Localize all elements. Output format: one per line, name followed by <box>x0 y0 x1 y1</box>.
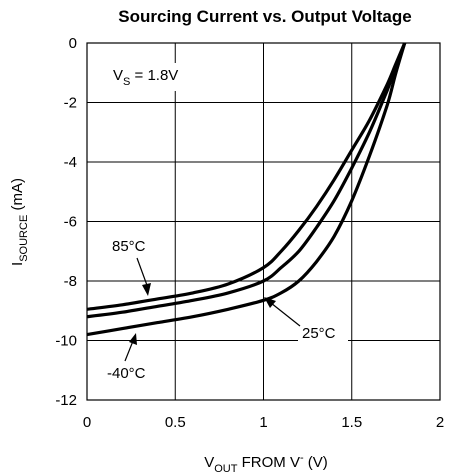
label-25c-text: 25°C <box>302 325 336 342</box>
series-line <box>86 42 407 311</box>
arrowhead-85c <box>142 283 151 296</box>
x-tick-label: 1.5 <box>341 414 362 431</box>
x-tick-labels: 0 0.5 1 1.5 2 <box>83 414 444 431</box>
arrow-25c <box>270 302 301 327</box>
x-tick-label: 2 <box>436 414 444 431</box>
x-tick-label: 0 <box>83 414 91 431</box>
vs-annotation-box <box>106 63 202 91</box>
arrow-85c <box>136 257 149 289</box>
y-tick-label: 0 <box>69 35 77 52</box>
vs-annotation: VS = 1.8V <box>106 63 202 91</box>
arrow-40c <box>124 340 134 362</box>
chart-title: Sourcing Current vs. Output Voltage <box>118 7 411 26</box>
y-tick-label: -4 <box>64 154 77 171</box>
y-axis-label: ISOURCE (mA) <box>9 178 30 266</box>
y-tick-label: -8 <box>64 273 77 290</box>
x-tick-label: 1 <box>259 414 267 431</box>
label-85c-text: 85°C <box>112 238 146 255</box>
y-tick-label: -2 <box>64 95 77 112</box>
y-tick-label: -12 <box>55 392 77 409</box>
plot-frame <box>86 42 441 401</box>
label-25c-box <box>298 321 348 343</box>
label-85c-box <box>108 234 160 256</box>
label-40c-box <box>103 361 157 383</box>
y-tick-label: -6 <box>64 214 77 231</box>
gridlines <box>86 42 441 401</box>
y-tick-label: -10 <box>55 333 77 350</box>
arrowhead-40c <box>129 333 137 345</box>
vs-annotation-text: VS = 1.8V <box>113 67 178 88</box>
x-tick-label: 0.5 <box>165 414 186 431</box>
arrowhead-25c <box>264 297 276 308</box>
label-40c-text: -40°C <box>107 365 146 382</box>
x-axis-label: VOUT FROM V- (V) <box>204 452 328 475</box>
label-40c: -40°C <box>103 333 157 383</box>
series-line <box>86 42 407 337</box>
label-85c: 85°C <box>108 234 160 296</box>
y-tick-labels: 0 -2 -4 -6 -8 -10 -12 <box>55 35 77 409</box>
label-25c: 25°C <box>264 297 348 343</box>
series-line <box>86 42 407 319</box>
series-lines <box>86 42 407 337</box>
